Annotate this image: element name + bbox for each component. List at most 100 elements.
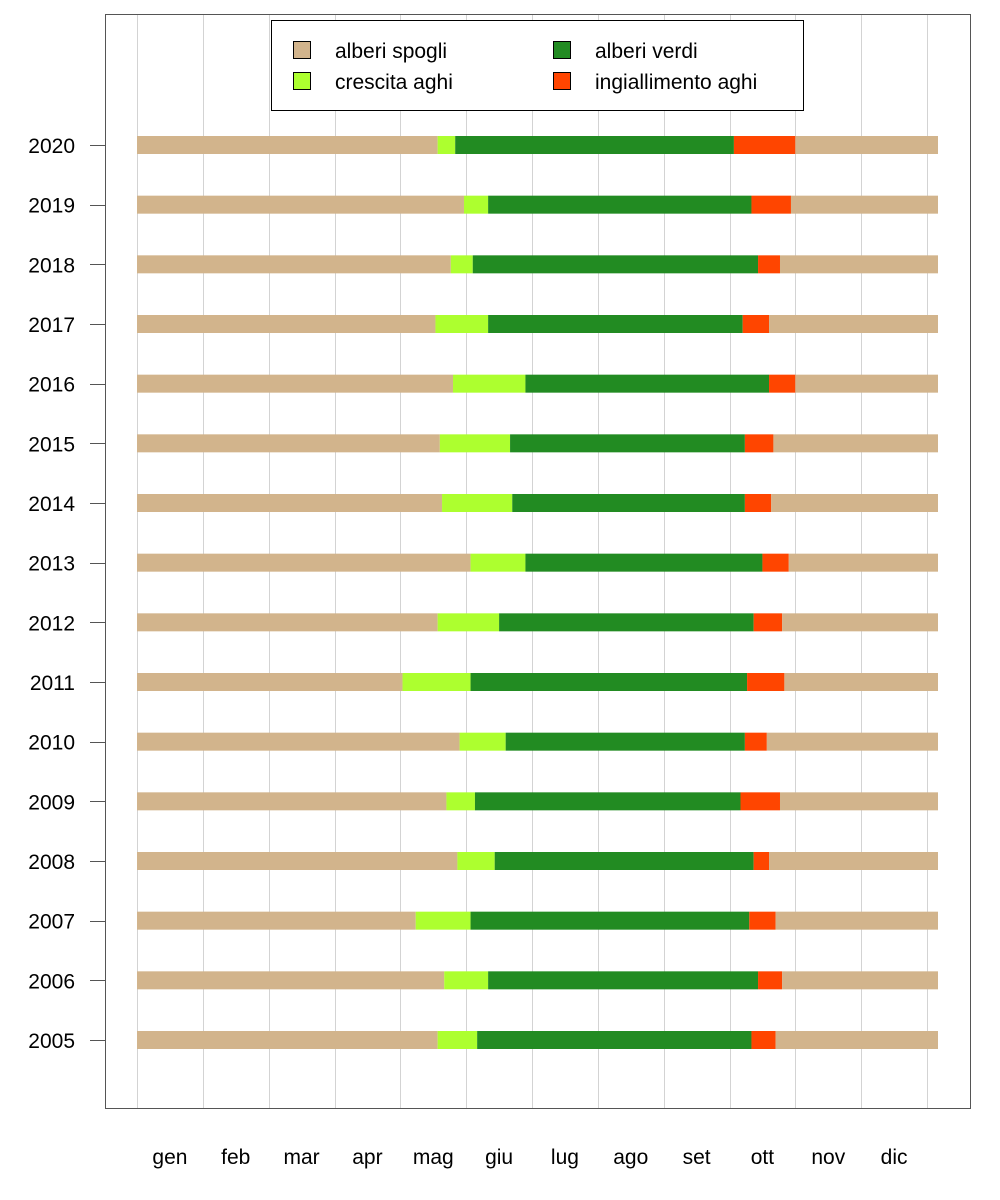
segment-ingiallimento-aghi [769,374,796,393]
segment-crescita-aghi [459,732,506,751]
segment-ingiallimento-aghi [733,136,796,154]
segment-alberi-spogli [795,374,938,393]
segment-alberi-verdi [512,494,745,512]
segment-crescita-aghi [437,613,500,632]
month-label: nov [811,1146,845,1169]
bar-2011 [137,673,938,691]
segment-ingiallimento-aghi [740,792,780,811]
legend-label: crescita aghi [335,71,453,94]
segment-ingiallimento-aghi [751,195,791,214]
segment-alberi-spogli [137,971,445,990]
segment-alberi-verdi [525,374,770,393]
y-axis: 2020 2019 2018 2017 2016 2015 2014 2013 2012 2011… [28,135,105,1053]
segment-alberi-spogli [137,1031,438,1049]
segment-alberi-verdi [499,613,754,632]
segment-crescita-aghi [437,1031,478,1049]
segment-ingiallimento-aghi [758,255,780,274]
segment-alberi-spogli [137,315,436,333]
segment-crescita-aghi [444,971,489,990]
month-label: mar [284,1146,320,1169]
bar-2012 [137,613,938,632]
legend-label: ingiallimento aghi [595,71,757,94]
segment-crescita-aghi [470,553,526,572]
year-label: 2013 [28,553,75,576]
year-label: 2015 [28,433,75,456]
segment-alberi-spogli [766,732,938,751]
segment-alberi-verdi [488,971,759,990]
segment-alberi-verdi [477,1031,752,1049]
month-label: lug [551,1146,579,1169]
segment-crescita-aghi [463,195,489,214]
bar-2009 [137,792,938,811]
segment-alberi-spogli [782,971,938,990]
legend: alberi spogli alberi verdi crescita aghi in… [271,20,804,111]
segment-alberi-verdi [510,434,745,453]
month-label: apr [352,1146,382,1169]
segment-alberi-verdi [488,195,752,214]
segment-alberi-spogli [773,434,938,453]
year-label: 2007 [28,911,75,934]
bar-2008 [137,852,938,870]
segment-alberi-spogli [137,553,471,572]
segment-alberi-spogli [137,434,440,453]
segment-ingiallimento-aghi [762,553,789,572]
segment-ingiallimento-aghi [747,673,785,691]
segment-crescita-aghi [415,911,471,930]
segment-alberi-spogli [137,852,458,870]
segment-alberi-spogli [137,136,438,154]
segment-alberi-verdi [470,911,750,930]
segment-alberi-spogli [788,553,938,572]
year-label: 2020 [28,135,75,158]
plot-frame [105,14,971,1109]
year-label: 2014 [28,493,75,516]
segment-alberi-verdi [455,136,734,154]
segment-crescita-aghi [446,792,475,811]
segment-alberi-spogli [137,255,451,274]
segment-alberi-spogli [784,673,938,691]
segment-crescita-aghi [450,255,473,274]
segment-ingiallimento-aghi [749,911,776,930]
segment-alberi-spogli [769,315,938,333]
legend-swatch [293,41,311,59]
legend-swatch [553,72,571,90]
segment-alberi-spogli [137,195,464,214]
segment-alberi-verdi [474,792,741,811]
segment-alberi-spogli [771,494,938,512]
bar-2019 [137,195,938,214]
year-label: 2005 [28,1030,75,1053]
segment-ingiallimento-aghi [753,852,770,870]
segment-crescita-aghi [402,673,471,691]
segment-crescita-aghi [442,494,513,512]
segment-alberi-verdi [472,255,759,274]
legend-swatch [293,72,311,90]
month-label: dic [881,1146,908,1169]
segment-alberi-spogli [137,792,447,811]
month-label: gen [152,1146,187,1169]
segment-alberi-verdi [488,315,743,333]
segment-ingiallimento-aghi [744,732,767,751]
segment-ingiallimento-aghi [742,315,770,333]
segment-ingiallimento-aghi [744,494,772,512]
year-label: 2018 [28,254,75,277]
segment-alberi-spogli [137,494,443,512]
segment-crescita-aghi [437,136,456,154]
segment-alberi-spogli [790,195,938,214]
segment-crescita-aghi [439,434,511,453]
bar-2010 [137,732,938,751]
bar-2006 [137,971,938,990]
bar-2007 [137,911,938,930]
bar-2014 [137,494,938,512]
year-label: 2008 [28,851,75,874]
segment-alberi-spogli [775,1031,938,1049]
month-label: set [683,1146,711,1169]
segment-alberi-spogli [137,911,416,930]
segment-alberi-spogli [137,673,403,691]
year-label: 2010 [28,732,75,755]
year-label: 2011 [30,672,75,695]
segment-alberi-spogli [779,255,938,274]
segment-alberi-spogli [782,613,938,632]
segment-ingiallimento-aghi [744,434,774,453]
month-label: ago [613,1146,648,1169]
legend-box [271,20,804,111]
